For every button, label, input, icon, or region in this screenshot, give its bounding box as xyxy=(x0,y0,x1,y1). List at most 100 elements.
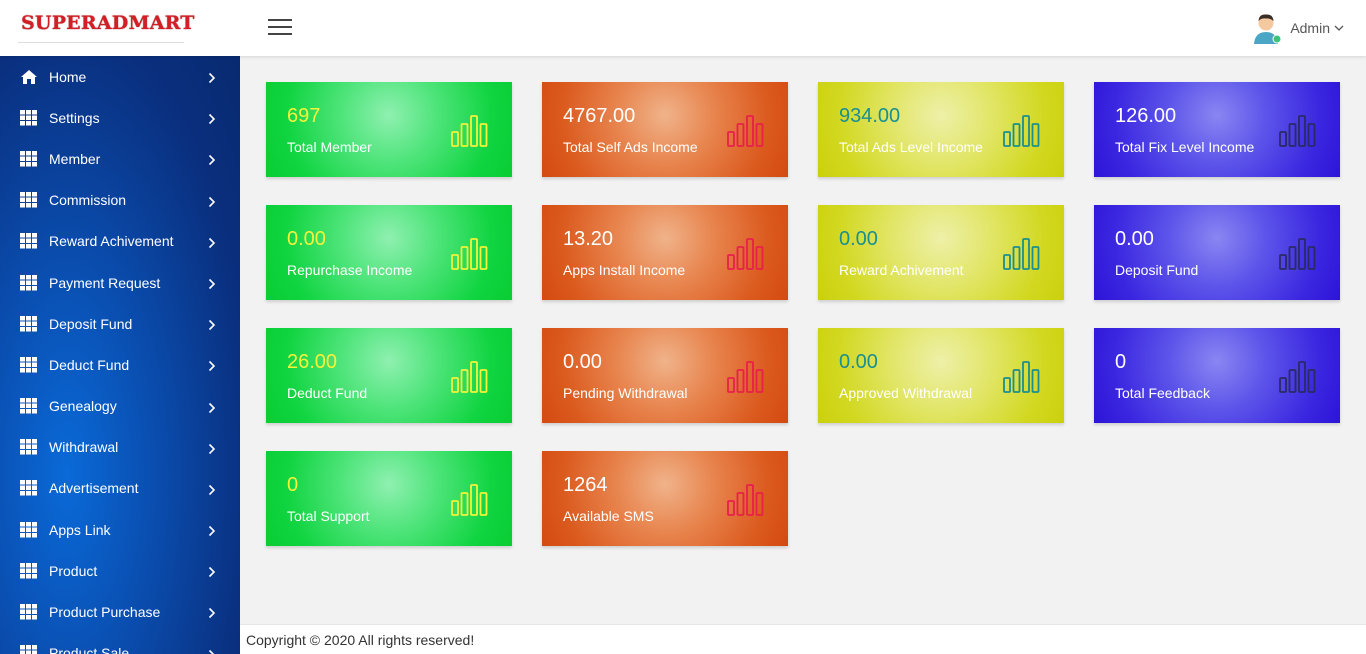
sidebar-item-label: Genealogy xyxy=(49,398,117,415)
grid-icon xyxy=(20,233,38,249)
stat-value: 697 xyxy=(287,105,321,127)
chevron-right-icon xyxy=(208,195,216,207)
stat-label: Total Member xyxy=(287,139,372,155)
sidebar-item-deposit-fund[interactable]: Deposit Fund xyxy=(0,303,240,344)
stat-card-total-self-ads-income[interactable]: 4767.00 Total Self Ads Income xyxy=(542,82,788,177)
grid-icon xyxy=(20,315,38,332)
grid-icon xyxy=(20,398,38,414)
bar-chart-icon xyxy=(726,235,766,271)
stat-value: 13.20 xyxy=(563,228,614,250)
stat-label: Approved Withdrawal xyxy=(839,385,973,401)
stat-value: 4767.00 xyxy=(563,105,636,127)
chevron-right-icon xyxy=(208,359,216,372)
sidebar-item-label: Settings xyxy=(49,109,100,126)
sidebar-item-label: Withdrawal xyxy=(49,439,119,456)
stat-card-total-feedback[interactable]: 0 Total Feedback xyxy=(1094,328,1340,423)
chevron-right-icon xyxy=(208,318,216,331)
stat-card-reward-achivement[interactable]: 0.00 Reward Achivement xyxy=(818,205,1064,300)
bar-chart-icon xyxy=(450,235,490,271)
stat-label: Total Self Ads Income xyxy=(563,139,698,155)
stat-card-deposit-fund[interactable]: 0.00 Deposit Fund xyxy=(1094,205,1340,300)
stat-value: 0.00 xyxy=(1115,228,1154,250)
stat-card-total-ads-level-income[interactable]: 934.00 Total Ads Level Income xyxy=(818,82,1064,177)
stat-label: Total Fix Level Income xyxy=(1115,139,1255,155)
sidebar-item-genealogy[interactable]: Genealogy xyxy=(0,386,240,427)
stat-value: 0 xyxy=(287,474,299,496)
sidebar-item-label: Home xyxy=(49,68,87,85)
sidebar-item-reward-achivement[interactable]: Reward Achivement xyxy=(0,221,240,262)
bar-chart-icon xyxy=(1278,112,1318,148)
stat-label: Total Feedback xyxy=(1115,385,1210,401)
copyright-text: Copyright © 2020 All rights reserved! xyxy=(246,631,475,648)
chevron-right-icon xyxy=(208,112,216,125)
sidebar-item-label: Commission xyxy=(49,192,127,209)
stat-value: 0 xyxy=(1115,351,1127,373)
sidebar-item-label: Product Purchase xyxy=(49,604,161,621)
sidebar-item-deduct-fund[interactable]: Deduct Fund xyxy=(0,344,240,385)
dashboard-main: 697 Total Member 4767.00 Total Self Ads Inc… xyxy=(240,56,1366,624)
sidebar-item-advertisement[interactable]: Advertisement xyxy=(0,468,240,509)
stat-card-total-member[interactable]: 697 Total Member xyxy=(266,82,512,177)
stat-card-apps-install-income[interactable]: 13.20 Apps Install Income xyxy=(542,205,788,300)
chevron-right-icon xyxy=(208,401,216,413)
user-menu[interactable]: Admin xyxy=(1252,12,1344,44)
stat-label: Available SMS xyxy=(563,508,654,524)
sidebar-item-label: Product xyxy=(49,562,98,579)
stat-value: 26.00 xyxy=(287,351,338,373)
stat-value: 1264 xyxy=(563,474,608,496)
stat-card-available-sms[interactable]: 1264 Available SMS xyxy=(542,451,788,546)
bar-chart-icon xyxy=(1278,358,1318,394)
sidebar-item-withdrawal[interactable]: Withdrawal xyxy=(0,427,240,468)
bar-chart-icon xyxy=(1002,358,1042,394)
hamburger-icon[interactable] xyxy=(268,19,292,37)
user-name: Admin xyxy=(1290,20,1330,36)
bar-chart-icon xyxy=(726,112,766,148)
sidebar-item-commission[interactable]: Commission xyxy=(0,180,240,221)
sidebar-item-label: Reward Achivement xyxy=(49,233,174,250)
chevron-right-icon xyxy=(208,483,216,495)
sidebar-item-payment-request[interactable]: Payment Request xyxy=(0,262,240,303)
sidebar-item-label: Member xyxy=(49,150,101,167)
sidebar-item-label: Advertisement xyxy=(49,480,139,497)
grid-icon xyxy=(20,521,38,538)
sidebar-item-label: Deposit Fund xyxy=(49,315,133,332)
stat-card-total-fix-level-income[interactable]: 126.00 Total Fix Level Income xyxy=(1094,82,1340,177)
sidebar-item-settings[interactable]: Settings xyxy=(0,97,240,138)
sidebar-item-product[interactable]: Product xyxy=(0,550,240,591)
stat-card-total-support[interactable]: 0 Total Support xyxy=(266,451,512,546)
sidebar-item-product-sale[interactable]: Product Sale xyxy=(0,633,240,654)
stat-label: Reward Achivement xyxy=(839,262,964,278)
chevron-right-icon xyxy=(208,277,216,290)
bar-chart-icon xyxy=(1278,235,1318,271)
bar-chart-icon xyxy=(450,481,490,517)
sidebar-item-member[interactable]: Member xyxy=(0,138,240,179)
bar-chart-icon xyxy=(726,358,766,394)
sidebar-item-apps-link[interactable]: Apps Link xyxy=(0,509,240,550)
footer: Copyright © 2020 All rights reserved! xyxy=(240,624,1366,654)
stat-label: Deduct Fund xyxy=(287,385,368,401)
sidebar-item-label: Deduct Fund xyxy=(49,356,130,373)
grid-icon xyxy=(20,645,38,654)
bar-chart-icon xyxy=(726,481,766,517)
stat-value: 934.00 xyxy=(839,105,901,127)
stat-label: Pending Withdrawal xyxy=(563,385,688,401)
stat-card-repurchase-income[interactable]: 0.00 Repurchase Income xyxy=(266,205,512,300)
bar-chart-icon xyxy=(450,358,490,394)
grid-icon xyxy=(20,604,38,620)
brand-logo[interactable]: SUPERADMART xyxy=(18,3,194,43)
chevron-right-icon xyxy=(208,524,216,537)
bar-chart-icon xyxy=(1002,235,1042,271)
stat-value: 0.00 xyxy=(839,351,878,373)
stat-card-pending-withdrawal[interactable]: 0.00 Pending Withdrawal xyxy=(542,328,788,423)
stat-card-deduct-fund[interactable]: 26.00 Deduct Fund xyxy=(266,328,512,423)
sidebar-item-home[interactable]: Home xyxy=(0,56,240,97)
stat-card-approved-withdrawal[interactable]: 0.00 Approved Withdrawal xyxy=(818,328,1064,423)
sidebar-item-label: Apps Link xyxy=(49,521,111,538)
chevron-right-icon xyxy=(208,606,216,619)
stat-value: 0.00 xyxy=(839,228,878,250)
sidebar-item-product-purchase[interactable]: Product Purchase xyxy=(0,591,240,632)
stat-label: Repurchase Income xyxy=(287,262,413,278)
chevron-right-icon xyxy=(208,71,216,84)
grid-icon xyxy=(20,274,38,291)
home-icon xyxy=(20,69,38,85)
